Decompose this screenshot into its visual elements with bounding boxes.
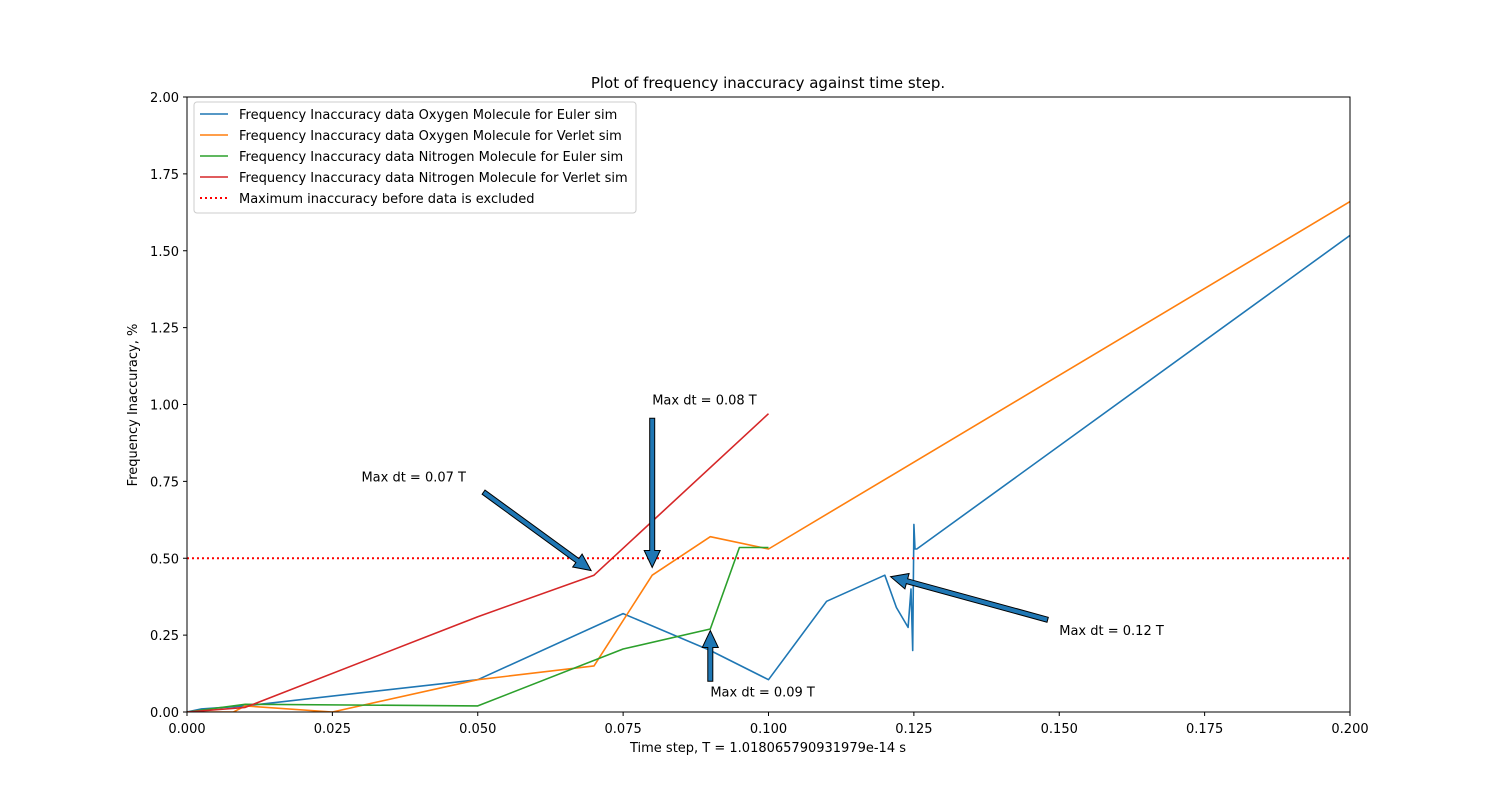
legend-label-frequency-inaccuracy-data-nitrogen-molec: Frequency Inaccuracy data Nitrogen Molec… (239, 171, 628, 186)
y-tick-label: 1.00 (150, 399, 179, 414)
annotation-arrow-2 (643, 417, 661, 569)
x-tick-label: 0.200 (1331, 722, 1368, 737)
chart-title: Plot of frequency inaccuracy against tim… (591, 74, 945, 92)
y-tick-label: 0.25 (150, 629, 179, 644)
y-axis: 0.00 0.25 0.50 0.75 1.00 1.25 1.50 1.75 2.00 (150, 91, 187, 721)
annotation-label-4: Max dt = 0.12 T (1059, 624, 1164, 639)
legend: Frequency Inaccuracy data Oxygen Molecul… (193, 101, 637, 214)
series-line-3 (187, 546, 769, 712)
y-tick-label: 1.25 (150, 322, 179, 337)
legend-label-frequency-inaccuracy-data-nitrogen-molec: Frequency Inaccuracy data Nitrogen Molec… (239, 150, 623, 165)
y-axis-title: Frequency Inaccuracy, % (126, 324, 141, 487)
y-tick-label: 2.00 (150, 91, 179, 106)
annotation-arrow-1 (481, 489, 593, 572)
annotations: Max dt = 0.07 T Max dt = 0.08 T Max dt = 0… (361, 394, 1163, 701)
y-tick-label: 0.00 (150, 706, 179, 721)
x-tick-label: 0.075 (605, 722, 642, 737)
series-line-2 (187, 200, 1350, 712)
y-tick-label: 0.50 (150, 552, 179, 567)
x-tick-label: 0.050 (459, 722, 496, 737)
y-tick-label: 0.75 (150, 475, 179, 490)
y-tick-label: 1.50 (150, 245, 179, 260)
legend-label-maximum-inaccuracy-before-data-is-exclud: Maximum inaccuracy before data is exclud… (239, 192, 534, 207)
x-tick-label: 0.125 (895, 722, 932, 737)
x-axis: 0.000 0.025 0.050 0.075 0.100 0.125 0.150 0.175… (168, 712, 1369, 737)
legend-label-frequency-inaccuracy-data-oxygen-molecul: Frequency Inaccuracy data Oxygen Molecul… (239, 108, 617, 123)
legend-box (193, 101, 637, 214)
annotation-arrow-3 (701, 629, 720, 682)
annotation-arrow-4 (889, 572, 1049, 623)
annotation-label-1: Max dt = 0.07 T (361, 470, 466, 485)
series-line-4 (187, 413, 770, 712)
x-tick-label: 0.175 (1186, 722, 1223, 737)
annotation-label-2: Max dt = 0.08 T (652, 394, 757, 409)
annotation-label-3: Max dt = 0.09 T (710, 686, 815, 701)
x-tick-label: 0.100 (750, 722, 787, 737)
x-tick-label: 0.025 (314, 722, 351, 737)
x-tick-label: 0.000 (168, 722, 205, 737)
series-line-1 (187, 234, 1350, 712)
legend-label-frequency-inaccuracy-data-oxygen-molecul: Frequency Inaccuracy data Oxygen Molecul… (239, 129, 622, 144)
x-tick-label: 0.150 (1041, 722, 1078, 737)
y-tick-label: 1.75 (150, 168, 179, 183)
x-axis-title: Time step, T = 1.018065790931979e-14 s (629, 741, 906, 756)
